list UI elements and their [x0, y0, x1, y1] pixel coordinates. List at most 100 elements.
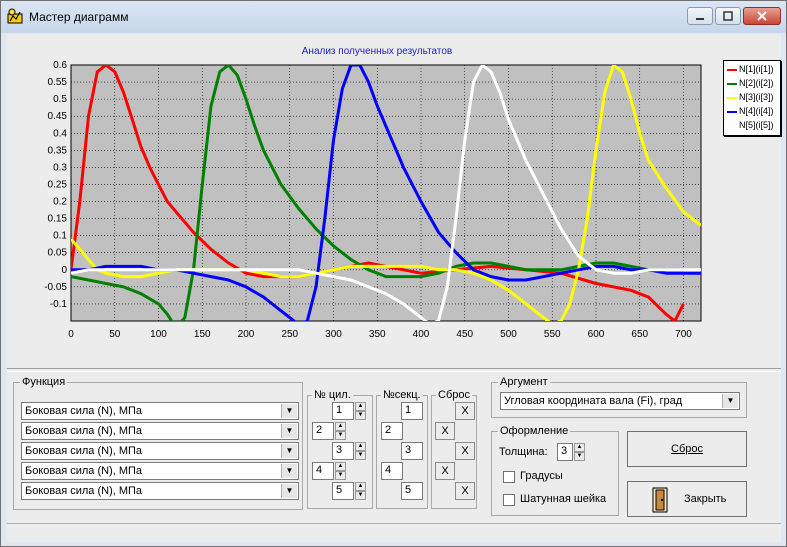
cylinder-spinner-5[interactable]: ▲ ▼ [355, 482, 366, 500]
function-select-5[interactable]: Боковая сила (N), МПа ▼ [21, 482, 299, 500]
y-tick-label: -0.05 [44, 282, 67, 293]
close-dialog-button-label: Закрыть [684, 493, 727, 505]
legend-item: N[3](i[3]) [727, 92, 774, 102]
legend-item: N[4](i[4]) [727, 106, 774, 116]
degrees-checkbox[interactable] [503, 471, 515, 483]
section-input-1[interactable]: 1 [401, 402, 423, 420]
legend-swatch [727, 68, 737, 71]
section-input-3[interactable]: 3 [401, 442, 423, 460]
spin-up-icon[interactable]: ▲ [335, 422, 346, 431]
chevron-down-icon: ▼ [281, 464, 297, 478]
y-tick-label: 0.35 [48, 145, 68, 156]
spin-up-icon[interactable]: ▲ [355, 402, 366, 411]
window-title: Мастер диаграмм [29, 10, 129, 24]
cylinder-input-3[interactable]: 3 [332, 442, 354, 460]
panel-separator [7, 368, 781, 372]
function-select-value: Боковая сила (N), МПа [25, 405, 143, 417]
spin-up-icon[interactable]: ▲ [355, 442, 366, 451]
x-tick-label: 550 [544, 329, 561, 340]
argument-select-value: Угловая координата вала (Fi), град [504, 395, 683, 407]
function-group: Функция [13, 376, 303, 510]
x-tick-label: 450 [456, 329, 473, 340]
section-input-4[interactable]: 4 [381, 462, 403, 480]
minimize-button[interactable] [687, 7, 713, 25]
spin-down-icon[interactable]: ▼ [355, 411, 366, 420]
thickness-spinner[interactable]: ▲ ▼ [574, 443, 585, 461]
function-select-value: Боковая сила (N), МПа [25, 445, 143, 457]
series-line-2 [71, 65, 684, 321]
cylinder-input-1[interactable]: 1 [332, 402, 354, 420]
y-tick-label: 0.25 [48, 179, 68, 190]
section-input-2[interactable]: 2 [381, 422, 403, 440]
reset-row-5-button[interactable]: X [455, 482, 475, 500]
cylinder-input-5[interactable]: 5 [332, 482, 354, 500]
style-group-label: Оформление [498, 425, 571, 437]
legend-label: N[4](i[4]) [739, 106, 774, 116]
cylinder-spinner-2[interactable]: ▲ ▼ [335, 422, 346, 440]
spin-up-icon[interactable]: ▲ [335, 462, 346, 471]
legend-label: N[2](i[2]) [739, 78, 774, 88]
y-tick-label: 0.15 [48, 214, 68, 225]
argument-select[interactable]: Угловая координата вала (Fi), град ▼ [500, 392, 740, 410]
function-select-1[interactable]: Боковая сила (N), МПа ▼ [21, 402, 299, 420]
chevron-down-icon: ▼ [281, 444, 297, 458]
spin-down-icon[interactable]: ▼ [335, 431, 346, 440]
reset-row-2-button[interactable]: X [435, 422, 455, 440]
cylinder-spinner-4[interactable]: ▲ ▼ [335, 462, 346, 480]
chart-wizard-icon [7, 8, 23, 24]
cylinder-input-2[interactable]: 2 [312, 422, 334, 440]
x-tick-label: 50 [109, 329, 121, 340]
function-select-2[interactable]: Боковая сила (N), МПа ▼ [21, 422, 299, 440]
x-tick-label: 400 [413, 329, 430, 340]
reset-row-4-button[interactable]: X [435, 462, 455, 480]
plot-background [70, 64, 702, 322]
function-select-3[interactable]: Боковая сила (N), МПа ▼ [21, 442, 299, 460]
thickness-input[interactable]: 3 [557, 443, 573, 461]
function-select-4[interactable]: Боковая сила (N), МПа ▼ [21, 462, 299, 480]
legend-swatch [727, 110, 737, 113]
x-tick-label: 150 [194, 329, 211, 340]
section-group: №секц. [376, 389, 428, 509]
reset-row-1-button[interactable]: X [455, 402, 475, 420]
legend-swatch [727, 124, 737, 127]
maximize-button[interactable] [715, 7, 741, 25]
legend-label: N[1](i[1]) [739, 64, 774, 74]
close-button[interactable] [743, 7, 781, 25]
y-tick-label: 0.4 [53, 128, 67, 139]
chart-area: Анализ полученных результатов 0 50 100 150 2… [7, 34, 781, 366]
degrees-label: Градусы [520, 470, 563, 482]
cylinder-spinner-3[interactable]: ▲ ▼ [355, 442, 366, 460]
y-tick-label: 0.6 [53, 60, 67, 71]
spin-down-icon[interactable]: ▼ [335, 471, 346, 480]
reset-row-3-button[interactable]: X [455, 442, 475, 460]
legend-item: N[2](i[2]) [727, 78, 774, 88]
reset-group-label: Сброс [436, 389, 472, 401]
argument-group-label: Аргумент [498, 376, 550, 388]
rod-journal-label: Шатунная шейка [520, 493, 607, 505]
line-chart: 0 50 100 150 200 250 300 350 400 450 500 550 600 650 7… [44, 60, 702, 340]
spin-down-icon[interactable]: ▼ [355, 491, 366, 500]
y-tick-label: 0.45 [48, 111, 68, 122]
spin-down-icon[interactable]: ▼ [574, 452, 585, 461]
spin-down-icon[interactable]: ▼ [355, 451, 366, 460]
cylinder-input-4[interactable]: 4 [312, 462, 334, 480]
chevron-down-icon: ▼ [722, 394, 738, 408]
rod-journal-checkbox[interactable] [503, 494, 515, 506]
x-tick-label: 500 [500, 329, 517, 340]
x-tick-label: 350 [369, 329, 386, 340]
cylinder-spinner-1[interactable]: ▲ ▼ [355, 402, 366, 420]
chart-legend: N[1](i[1]) N[2](i[2]) N[3](i[3]) N[4](i[… [723, 60, 781, 136]
spin-up-icon[interactable]: ▲ [355, 482, 366, 491]
close-dialog-button[interactable]: Закрыть [627, 481, 747, 517]
x-tick-label: 0 [68, 329, 74, 340]
section-input-5[interactable]: 5 [401, 482, 423, 500]
reset-button[interactable]: Сброс [627, 431, 747, 467]
client-area: Анализ полученных результатов 0 50 100 150 2… [7, 34, 781, 542]
minimize-icon [696, 18, 704, 20]
function-group-label: Функция [20, 376, 68, 388]
chevron-down-icon: ▼ [281, 404, 297, 418]
x-tick-label: 650 [631, 329, 648, 340]
x-tick-label: 250 [281, 329, 298, 340]
spin-up-icon[interactable]: ▲ [574, 443, 585, 452]
